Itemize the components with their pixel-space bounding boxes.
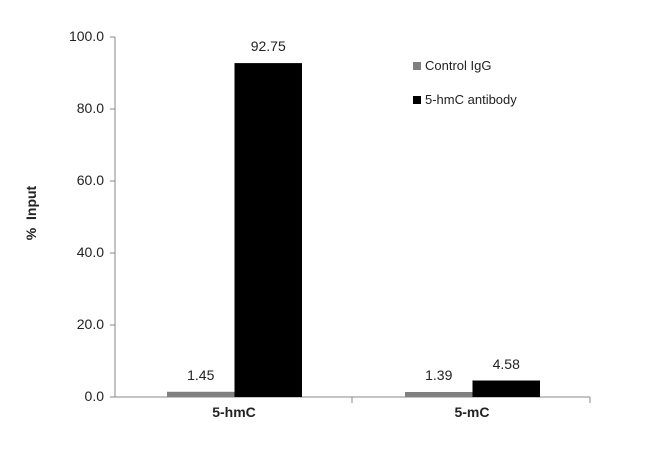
y-tick-label: 20.0 — [76, 316, 104, 332]
bar-5-mc-control-igg — [405, 391, 473, 397]
legend-item-5hmc-antibody: 5-hmC antibody — [413, 92, 517, 107]
legend-label: 5-hmC antibody — [425, 92, 517, 107]
category-label-5-hmc: 5-hmC — [212, 404, 256, 420]
y-tick-label: 40.0 — [76, 244, 104, 260]
y-tick-label: 80.0 — [76, 100, 104, 116]
y-tick-label: 0.0 — [84, 388, 104, 404]
bar-5-mc-5hmc-antibody — [472, 380, 540, 397]
category-label-5-mc: 5-mC — [454, 404, 490, 420]
legend-swatch-gray — [413, 61, 421, 70]
bar-5-hmc-5hmc-antibody — [234, 63, 302, 397]
value-label: 4.58 — [492, 355, 520, 372]
legend-swatch-black — [413, 95, 421, 104]
legend-label: Control IgG — [425, 58, 492, 73]
y-tick-label: 100.0 — [68, 28, 104, 44]
legend: Control IgG 5-hmC antibody — [413, 58, 517, 107]
legend-item-control-igg: Control IgG — [413, 58, 517, 73]
y-tick-label: 60.0 — [76, 172, 104, 188]
value-label: 1.45 — [187, 366, 215, 383]
value-label: 92.75 — [250, 38, 286, 55]
bar-5-hmc-control-igg — [167, 391, 235, 397]
y-axis-label: % Input — [23, 185, 40, 241]
value-label: 1.39 — [425, 366, 453, 383]
